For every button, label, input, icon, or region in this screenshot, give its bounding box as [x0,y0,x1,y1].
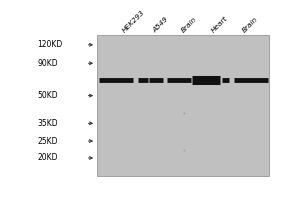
Text: 90KD: 90KD [38,59,58,68]
Text: 120KD: 120KD [38,40,63,49]
Text: A549: A549 [152,16,169,34]
Text: 35KD: 35KD [38,119,58,128]
Text: Heart: Heart [211,15,230,34]
Text: Brain: Brain [241,16,259,34]
Bar [97,35,269,176]
Text: HEK293: HEK293 [121,9,146,34]
Text: Brain: Brain [181,16,198,34]
Text: 25KD: 25KD [38,137,58,146]
Text: 50KD: 50KD [38,91,58,100]
Text: 20KD: 20KD [38,153,58,162]
